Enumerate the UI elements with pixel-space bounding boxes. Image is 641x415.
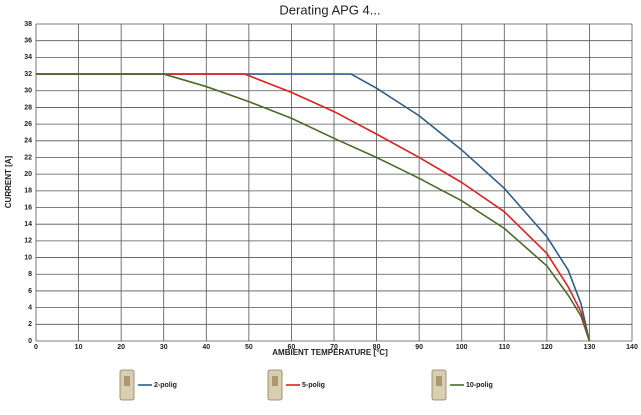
y-tick-label: 2 xyxy=(28,321,32,328)
y-tick-label: 26 xyxy=(24,121,32,128)
legend-item: 10-polig xyxy=(431,369,493,401)
y-tick-label: 20 xyxy=(24,171,32,178)
y-tick-label: 38 xyxy=(24,21,32,28)
x-tick-label: 50 xyxy=(245,344,253,351)
connector-icon-detail xyxy=(124,376,130,386)
legend-label: 5-polig xyxy=(302,382,325,389)
chart-title: Derating APG 4... xyxy=(279,2,380,17)
x-tick-label: 120 xyxy=(541,344,553,351)
y-tick-label: 18 xyxy=(24,188,32,195)
y-tick-label: 24 xyxy=(24,138,32,145)
legend-item: 5-polig xyxy=(267,369,325,401)
y-tick-label: 36 xyxy=(24,38,32,45)
y-tick-label: 34 xyxy=(24,54,32,61)
x-tick-label: 20 xyxy=(117,344,125,351)
x-axis-label: AMBIENT TEMPERATURE [°C] xyxy=(272,348,388,357)
x-tick-label: 70 xyxy=(330,344,338,351)
x-tick-label: 130 xyxy=(584,344,596,351)
series-line xyxy=(36,73,591,342)
x-tick-label: 30 xyxy=(160,344,168,351)
y-tick-label: 14 xyxy=(24,221,32,228)
x-tick-label: 80 xyxy=(373,344,381,351)
x-tick-label: 110 xyxy=(499,344,510,351)
x-tick-label: 40 xyxy=(202,344,210,351)
x-tick-label: 100 xyxy=(456,344,468,351)
y-tick-label: 30 xyxy=(24,88,32,95)
y-tick-label: 10 xyxy=(24,254,32,261)
legend-item: 2-polig xyxy=(119,369,177,401)
y-tick-label: 6 xyxy=(28,288,32,295)
x-tick-label: 10 xyxy=(75,344,83,351)
y-tick-label: 28 xyxy=(24,104,32,111)
legend-label: 10-polig xyxy=(466,382,493,389)
y-tick-label: 22 xyxy=(24,154,32,161)
x-tick-label: 0 xyxy=(34,344,38,351)
y-tick-label: 0 xyxy=(28,338,32,345)
x-tick-label: 60 xyxy=(288,344,296,351)
series-line xyxy=(36,73,591,342)
x-tick-label: 140 xyxy=(626,344,638,351)
y-tick-label: 16 xyxy=(24,204,32,211)
y-tick-label: 4 xyxy=(28,304,32,311)
y-axis-label: CURRENT [A] xyxy=(4,155,13,208)
connector-icon-detail xyxy=(436,376,442,386)
y-tick-label: 12 xyxy=(24,238,32,245)
y-tick-label: 8 xyxy=(28,271,32,278)
legend-label: 2-polig xyxy=(154,382,177,389)
x-tick-label: 90 xyxy=(415,344,423,351)
series-line xyxy=(36,73,591,342)
connector-icon-detail xyxy=(272,376,278,386)
y-tick-label: 32 xyxy=(24,71,32,78)
